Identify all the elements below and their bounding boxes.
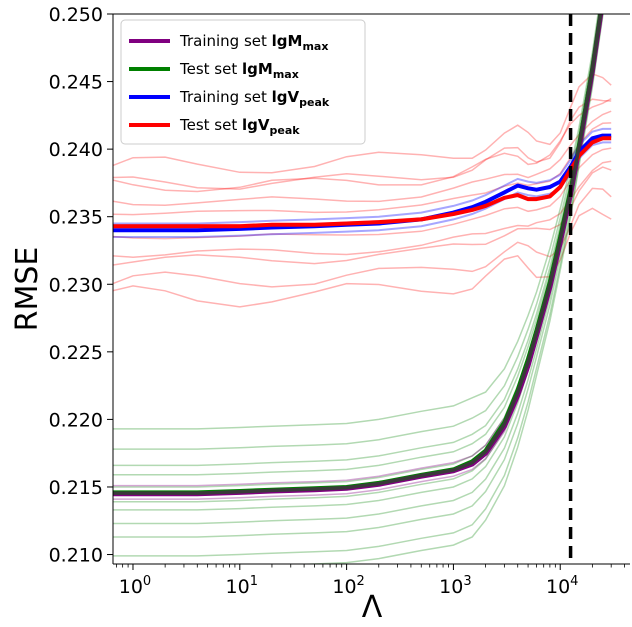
x-axis-label: Λ (362, 590, 383, 622)
y-tick-label: 0.230 (49, 274, 103, 296)
x-tick-label: 102 (332, 574, 364, 598)
y-axis-label: RMSE (10, 247, 45, 332)
y-axis-ticks: 0.210 0.215 0.220 0.225 0.230 0.235 0.240 0.245… (49, 4, 113, 567)
y-tick-label: 0.250 (49, 4, 103, 26)
y-tick-label: 0.235 (49, 207, 103, 229)
y-tick-label: 0.245 (49, 72, 103, 94)
x-tick-label: 104 (546, 574, 578, 598)
legend-label: Training set lgMmax (179, 32, 328, 53)
legend-label: Test set lgMmax (179, 60, 299, 81)
y-tick-label: 0.215 (49, 477, 103, 499)
legend-label: Test set lgVpeak (179, 116, 300, 137)
legend-box (120, 19, 366, 145)
x-axis-ticks: 100 101 102 103 104 (116, 564, 625, 598)
x-tick-label: 103 (439, 574, 471, 598)
ensemble-line-red (113, 110, 612, 207)
ensemble-line-red (113, 187, 612, 288)
y-tick-label: 0.210 (49, 545, 103, 567)
x-tick-label: 101 (226, 574, 258, 598)
legend-label: Training set lgVpeak (179, 88, 330, 109)
y-tick-label: 0.240 (49, 139, 103, 161)
series-line-lgm-mean (113, 14, 603, 495)
legend-entries: Training set lgMmax Test set lgMmax Traini… (129, 32, 330, 137)
x-tick-label: 100 (119, 574, 151, 598)
ensemble-line-red (113, 97, 612, 193)
y-tick-label: 0.225 (49, 342, 103, 364)
ensemble-line-red (113, 73, 612, 174)
legend: Training set lgMmax Test set lgMmax Traini… (120, 19, 366, 145)
y-tick-label: 0.220 (49, 409, 103, 431)
